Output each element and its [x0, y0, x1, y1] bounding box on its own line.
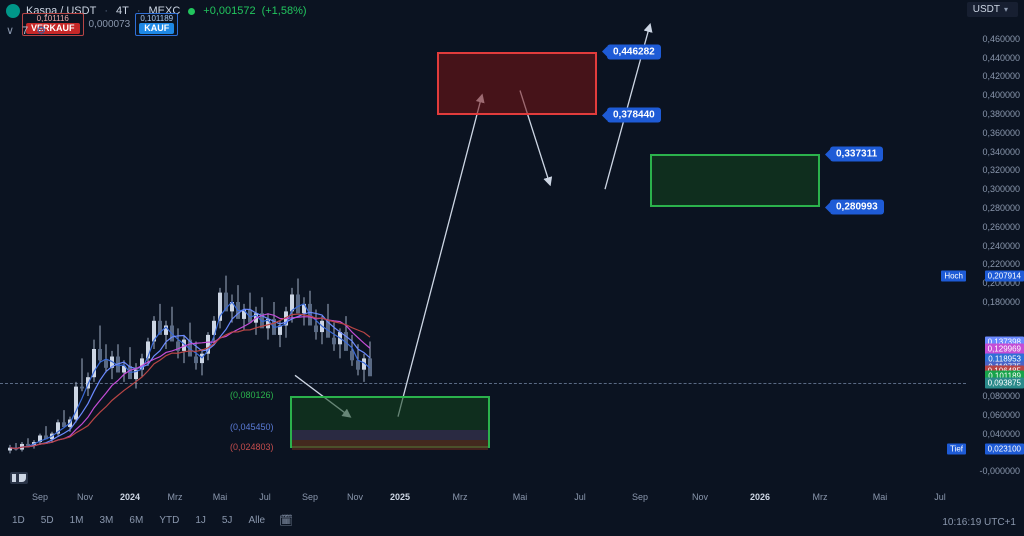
- timeframe-5j[interactable]: 5J: [216, 513, 239, 528]
- x-tick: Mrz: [453, 492, 468, 502]
- y-tick: 0,280000: [982, 203, 1020, 213]
- zone-price-label: 0,378440: [607, 108, 661, 123]
- x-tick: Jul: [574, 492, 586, 502]
- y-tick: 0,340000: [982, 147, 1020, 157]
- y-tick: -0,000000: [979, 466, 1020, 476]
- zone-green-low[interactable]: [290, 396, 490, 448]
- change-dot-icon: [188, 8, 195, 15]
- timeframe-alle[interactable]: Alle: [242, 513, 271, 528]
- timeframe-ytd[interactable]: YTD: [153, 513, 185, 528]
- y-tick: 0,380000: [982, 109, 1020, 119]
- zone-small-label: (0,080126): [230, 390, 274, 400]
- y-tick: 0,300000: [982, 184, 1020, 194]
- y-tick: 0,460000: [982, 34, 1020, 44]
- zone-price-label: 0,280993: [830, 200, 884, 215]
- y-tick: 0,320000: [982, 165, 1020, 175]
- zone-small-label: (0,024803): [230, 442, 274, 452]
- y-tick: 0,400000: [982, 90, 1020, 100]
- x-tick: 2026: [750, 492, 770, 502]
- y-tick: 0,260000: [982, 222, 1020, 232]
- zone-price-label: 0,337311: [830, 147, 883, 162]
- x-axis[interactable]: Sep Nov 2024 Mrz Mai Jul Sep Nov 2025 Mrz Mai Jul Se…: [0, 490, 966, 506]
- pair-logo-icon: [6, 4, 20, 18]
- x-tick: Jul: [259, 492, 271, 502]
- x-tick: Nov: [692, 492, 708, 502]
- tradingview-logo-icon: [10, 472, 28, 484]
- y-tick: 0,440000: [982, 53, 1020, 63]
- y-price-tag: 0,129969: [985, 344, 1024, 355]
- x-tick: Mai: [213, 492, 228, 502]
- x-tick: 2025: [390, 492, 410, 502]
- x-tick: Mai: [513, 492, 528, 502]
- x-tick: Nov: [347, 492, 363, 502]
- x-tick: Mrz: [813, 492, 828, 502]
- y-tick: 0,180000: [982, 297, 1020, 307]
- timeframe-bar: 1D 5D 1M 3M6M YTD 1J 5JAlle 🗓: [6, 513, 293, 528]
- y-tick: 0,420000: [982, 71, 1020, 81]
- timeframe-1d[interactable]: 1D: [6, 513, 31, 528]
- change-abs: +0,001572: [203, 5, 255, 17]
- x-tick: Nov: [77, 492, 93, 502]
- y-tick: 0,360000: [982, 128, 1020, 138]
- y-price-tag: 0,093875: [985, 377, 1024, 388]
- timeframe-1m[interactable]: 1M: [64, 513, 90, 528]
- clock: 10:16:19 UTC+1: [942, 517, 1016, 528]
- y-side-tag: Tief: [947, 444, 966, 455]
- y-tick: 0,220000: [982, 259, 1020, 269]
- y-axis[interactable]: 0,460000 0,440000 0,420000 0,400000 0,380000…: [966, 20, 1024, 490]
- x-tick: Sep: [632, 492, 648, 502]
- x-tick: Mrz: [168, 492, 183, 502]
- y-price-tag: 0,023100: [985, 444, 1024, 455]
- currency-selector[interactable]: USDT: [967, 2, 1018, 17]
- zone-red[interactable]: [437, 52, 597, 116]
- zone-small-label: (0,045450): [230, 422, 274, 432]
- chart-area[interactable]: 0,446282 0,378440 0,337311 0,280993 (0,08012…: [0, 20, 966, 490]
- timeframe-1j[interactable]: 1J: [189, 513, 212, 528]
- timeframe-3m[interactable]: 3M: [94, 513, 120, 528]
- x-tick: 2024: [120, 492, 140, 502]
- timeframe-6m[interactable]: 6M: [123, 513, 149, 528]
- y-price-tag: 0,207914: [985, 270, 1024, 281]
- change-pct: (+1,58%): [262, 5, 307, 17]
- zone-price-label: 0,446282: [607, 44, 661, 59]
- calendar-icon[interactable]: 🗓: [279, 514, 293, 527]
- y-tick: 0,240000: [982, 241, 1020, 251]
- timeframe-5d[interactable]: 5D: [35, 513, 60, 528]
- y-side-tag: Hoch: [941, 270, 966, 281]
- x-tick: Mai: [873, 492, 888, 502]
- zone-green-mid[interactable]: [650, 154, 820, 207]
- x-tick: Jul: [934, 492, 946, 502]
- x-tick: Sep: [32, 492, 48, 502]
- x-tick: Sep: [302, 492, 318, 502]
- y-tick: 0,040000: [982, 429, 1020, 439]
- y-tick: 0,060000: [982, 410, 1020, 420]
- y-tick: 0,080000: [982, 391, 1020, 401]
